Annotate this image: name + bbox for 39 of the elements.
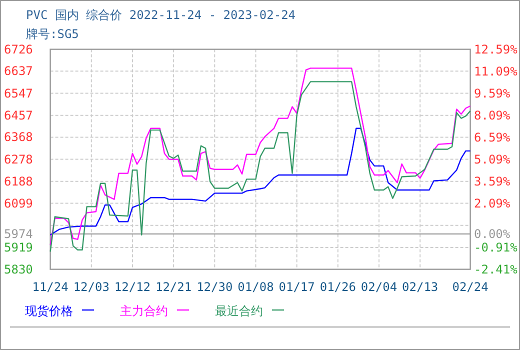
legend-label: 现货价格 xyxy=(25,304,73,318)
y-tick-label: 6188 xyxy=(4,174,33,188)
x-tick-label: 02/24 xyxy=(452,280,488,294)
x-tick-label: 11/24 xyxy=(32,280,68,294)
y-tick-label: 6547 xyxy=(4,86,33,100)
y2-tick-label: 2.09% xyxy=(474,196,511,210)
y2-tick-label: 5.09% xyxy=(474,152,511,166)
y-tick-label: 6368 xyxy=(4,130,33,144)
y-tick-label: 6726 xyxy=(4,42,33,56)
y2-tick-label: 6.59% xyxy=(474,130,511,144)
x-tick-label: 02/13 xyxy=(402,280,438,294)
x-tick-label: 12/12 xyxy=(114,280,151,294)
x-tick-label: 01/08 xyxy=(238,280,274,294)
x-tick-label: 12/30 xyxy=(196,280,233,294)
y-tick-label: 6278 xyxy=(4,152,33,166)
chart-subtitle: 牌号:SG5 xyxy=(26,27,79,41)
y2-tick-label: -2.41% xyxy=(474,262,518,276)
x-tick-label: 02/04 xyxy=(360,280,398,294)
legend-label: 最近合约 xyxy=(215,304,263,318)
chart-title: PVC 国内 综合价 2022-11-24 - 2023-02-24 xyxy=(26,8,296,22)
y-tick-label: 6457 xyxy=(4,108,33,122)
line-series xyxy=(50,128,471,236)
y-tick-label: 5919 xyxy=(4,240,33,254)
y2-tick-label: 12.59% xyxy=(474,42,518,56)
x-tick-label: 01/17 xyxy=(278,280,315,294)
y-tick-label: 5974 xyxy=(4,226,33,241)
y2-tick-label: 0.00% xyxy=(474,226,511,241)
y2-tick-label: 9.59% xyxy=(474,86,511,100)
x-tick-label: 12/03 xyxy=(73,280,110,294)
y2-tick-label: 8.09% xyxy=(474,108,511,122)
y-tick-label: 6637 xyxy=(4,64,33,78)
y-tick-label: 5830 xyxy=(4,262,33,276)
y2-tick-label: -0.91% xyxy=(474,240,518,254)
y-tick-label: 6099 xyxy=(4,196,33,210)
legend-label: 主力合约 xyxy=(120,304,168,318)
y2-tick-label: 3.59% xyxy=(474,174,511,188)
x-tick-label: 01/26 xyxy=(320,280,356,294)
y2-tick-label: 11.09% xyxy=(474,64,518,78)
x-tick-label: 12/21 xyxy=(156,280,192,294)
